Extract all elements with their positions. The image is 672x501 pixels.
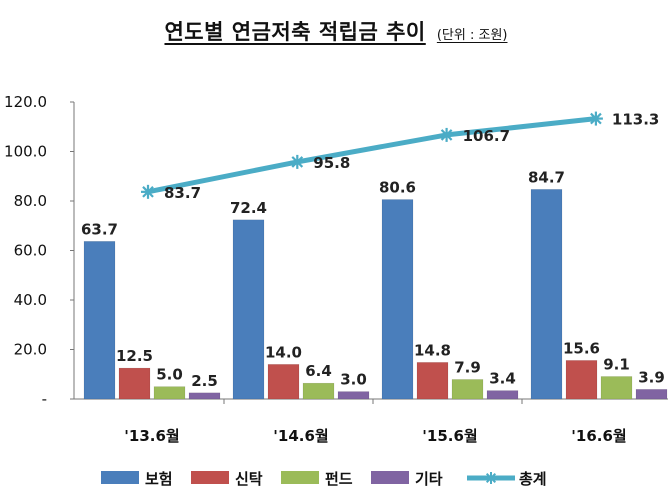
legend-label: 보험 [145, 470, 173, 488]
x-category-label: '15.6월 [422, 427, 477, 445]
total-point-marker [439, 127, 454, 142]
bar-value-label: 80.6 [379, 179, 416, 197]
bar-value-label: 63.7 [81, 220, 118, 238]
chart-title: 연도별 연금저축 적립금 추이 [164, 20, 426, 44]
bar-기타 [486, 390, 519, 400]
legend-swatch-기타 [371, 471, 409, 484]
legend-swatch-보험 [101, 471, 139, 484]
bar-value-label: 9.1 [603, 355, 630, 373]
bar-value-label: 3.0 [340, 371, 367, 389]
bar-보험 [232, 219, 265, 400]
chart-unit-note: (단위 : 조원) [436, 28, 508, 43]
bar-보험 [83, 241, 116, 400]
legend-swatch-신탁 [191, 471, 229, 484]
total-point-marker [141, 184, 155, 199]
x-category-label: '14.6월 [273, 427, 328, 445]
total-line [145, 116, 599, 195]
bar-기타 [337, 391, 370, 400]
bar-value-label: 14.0 [265, 343, 302, 361]
y-tick-label: 80.0 [14, 192, 47, 210]
bar-value-label: 6.4 [305, 362, 332, 380]
bar-value-label: 84.7 [528, 168, 565, 186]
total-value-label: 106.7 [463, 127, 510, 145]
legend-swatch-펀드 [281, 471, 319, 484]
bar-보험 [530, 189, 563, 400]
legend-label: 총계 [519, 470, 547, 488]
bar-value-label: 5.0 [156, 366, 183, 384]
y-tick-label: 40.0 [14, 291, 47, 309]
total-value-label: 83.7 [164, 184, 201, 202]
bar-펀드 [302, 382, 335, 400]
bar-value-label: 12.5 [116, 347, 153, 365]
y-tick-label: 120.0 [4, 93, 47, 111]
x-category-label: '16.6월 [571, 427, 626, 445]
chart-title-block: 연도별 연금저축 적립금 추이 (단위 : 조원) [0, 16, 672, 46]
bar-value-label: 3.4 [489, 370, 516, 388]
bar-보험 [381, 199, 414, 400]
x-category-label: '13.6월 [124, 427, 179, 445]
legend-marker-icon [485, 472, 497, 484]
bar-기타 [635, 389, 668, 400]
y-tick-label: 60.0 [14, 242, 47, 260]
bar-펀드 [153, 386, 186, 400]
legend-label: 기타 [415, 470, 443, 488]
bar-value-label: 2.5 [191, 372, 218, 390]
total-value-label: 95.8 [313, 154, 350, 172]
total-point-marker [290, 154, 305, 169]
bar-신탁 [416, 362, 449, 400]
y-tick-label: 100.0 [4, 143, 47, 161]
total-value-label: 113.3 [612, 111, 659, 129]
bar-신탁 [565, 360, 598, 400]
bar-신탁 [267, 364, 300, 400]
legend-label: 펀드 [325, 470, 353, 488]
bar-value-label: 14.8 [414, 341, 451, 359]
bar-value-label: 15.6 [563, 339, 600, 357]
y-tick-label: - [42, 390, 47, 408]
bar-value-label: 3.9 [638, 368, 665, 386]
bar-value-label: 72.4 [230, 199, 267, 217]
y-tick-label: 20.0 [14, 341, 47, 359]
bar-value-label: 7.9 [454, 358, 481, 376]
bar-기타 [188, 392, 221, 400]
bar-신탁 [118, 367, 151, 400]
total-point-marker [588, 111, 603, 126]
bar-펀드 [451, 379, 484, 400]
bar-펀드 [600, 376, 633, 400]
legend-label: 신탁 [235, 470, 263, 488]
